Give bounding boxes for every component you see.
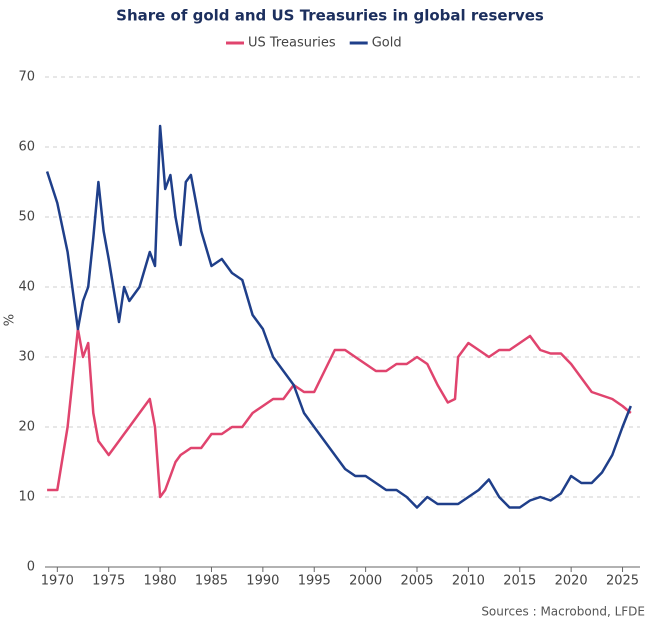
y-tick-label: 0 (27, 560, 35, 575)
source: Sources : Macrobond, LFDE (481, 605, 645, 619)
x-tick-label: 1995 (298, 574, 331, 589)
y-tick-label: 60 (18, 140, 35, 155)
y-tick-label: 50 (18, 210, 35, 225)
x-tick-label: 2000 (349, 574, 382, 589)
y-tick-label: 10 (18, 490, 35, 505)
x-tick-label: 2015 (503, 574, 536, 589)
x-tick-label: 1990 (246, 574, 279, 589)
legend-label: Gold (372, 36, 402, 51)
x-tick-label: 1980 (144, 574, 177, 589)
line (47, 327, 632, 499)
x-tick-label: 2005 (400, 574, 433, 589)
y-tick-label: 70 (18, 70, 35, 85)
y-tick-label: 20 (18, 420, 35, 435)
x-tick-label: 1970 (41, 574, 74, 589)
legend-label: US Treasuries (248, 36, 336, 51)
x-tick-label: 1975 (92, 574, 125, 589)
y-axis-label: % (3, 314, 18, 326)
x-tick-label: 2020 (555, 574, 588, 589)
chart-title: Share of gold and US Treasuries in globa… (116, 7, 544, 25)
x-tick-label: 2010 (452, 574, 485, 589)
y-tick-label: 30 (18, 350, 35, 365)
x-tick-label: 1985 (195, 574, 228, 589)
line (45, 124, 632, 509)
x-tick-label: 2025 (606, 574, 639, 589)
y-tick-label: 40 (18, 280, 35, 295)
